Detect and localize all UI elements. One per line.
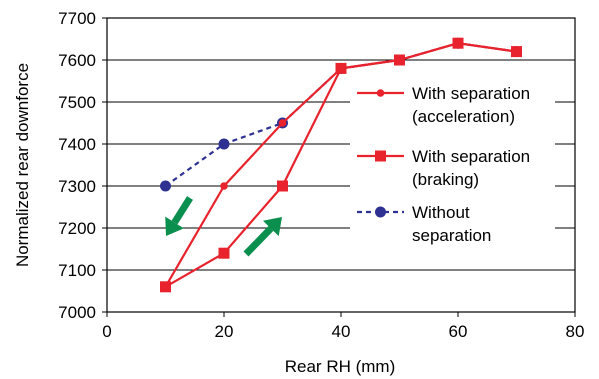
axes — [102, 17, 576, 317]
y-tick-label-7400: 7400 — [58, 135, 96, 154]
x-tick-label-0: 0 — [102, 322, 111, 341]
legend-label-1-line-0: With separation — [412, 147, 530, 166]
legend-marker-1 — [375, 150, 386, 162]
y-axis-title: Normalized rear downforce — [13, 63, 32, 267]
tick-labels: 0 20 40 60 80 7000 7100 7200 7300 7400 7500 7600 770… — [58, 9, 584, 341]
series-0-point-1 — [220, 182, 228, 190]
arrow-down-left — [165, 196, 193, 236]
legend-label-2-line-1: separation — [412, 226, 491, 245]
x-tick-label-80: 80 — [566, 322, 585, 341]
arrow-up-right — [243, 217, 282, 257]
series-0-point-5 — [454, 39, 462, 47]
x-tick-label-20: 20 — [215, 322, 234, 341]
arrow-down-left-head — [165, 216, 184, 236]
legend-marker-0 — [376, 89, 385, 97]
series-0-point-2 — [278, 119, 287, 127]
series-1-point-2 — [277, 180, 288, 192]
grid-lines — [107, 17, 575, 313]
y-tick-label-7300: 7300 — [58, 177, 96, 196]
legend-label-1-line-1: (braking) — [412, 170, 479, 189]
legend-box — [350, 78, 555, 256]
y-tick-label-7600: 7600 — [58, 51, 96, 70]
legend: With separation (acceleration) With separa… — [350, 78, 555, 256]
y-tick-label-7500: 7500 — [58, 93, 96, 112]
x-tick-label-40: 40 — [332, 322, 351, 341]
series-0-point-6 — [512, 47, 521, 56]
series-0-point-3 — [337, 64, 345, 73]
annotations — [165, 196, 282, 257]
arrow-down-left-shaft — [171, 196, 193, 225]
arrow-up-right-shaft — [243, 226, 274, 257]
legend-marker-2 — [375, 206, 386, 218]
series-0-point-0 — [161, 283, 170, 291]
legend-label-0-line-1: (acceleration) — [412, 107, 515, 126]
series-1-point-1 — [218, 247, 230, 259]
x-axis-title: Rear RH (mm) — [285, 357, 396, 376]
y-tick-label-7200: 7200 — [58, 219, 96, 238]
x-tick-label-60: 60 — [449, 322, 468, 341]
series-lines — [160, 37, 522, 293]
series-2-point-1 — [218, 138, 230, 150]
legend-label-0-line-0: With separation — [412, 84, 530, 103]
series-2-point-0 — [160, 180, 171, 192]
series-0-point-4 — [395, 56, 404, 64]
y-tick-label-7000: 7000 — [58, 303, 96, 322]
y-tick-label-7700: 7700 — [58, 9, 96, 28]
y-tick-label-7100: 7100 — [58, 261, 96, 280]
legend-label-2-line-0: Without — [412, 203, 470, 222]
arrow-up-right-head — [262, 217, 282, 237]
